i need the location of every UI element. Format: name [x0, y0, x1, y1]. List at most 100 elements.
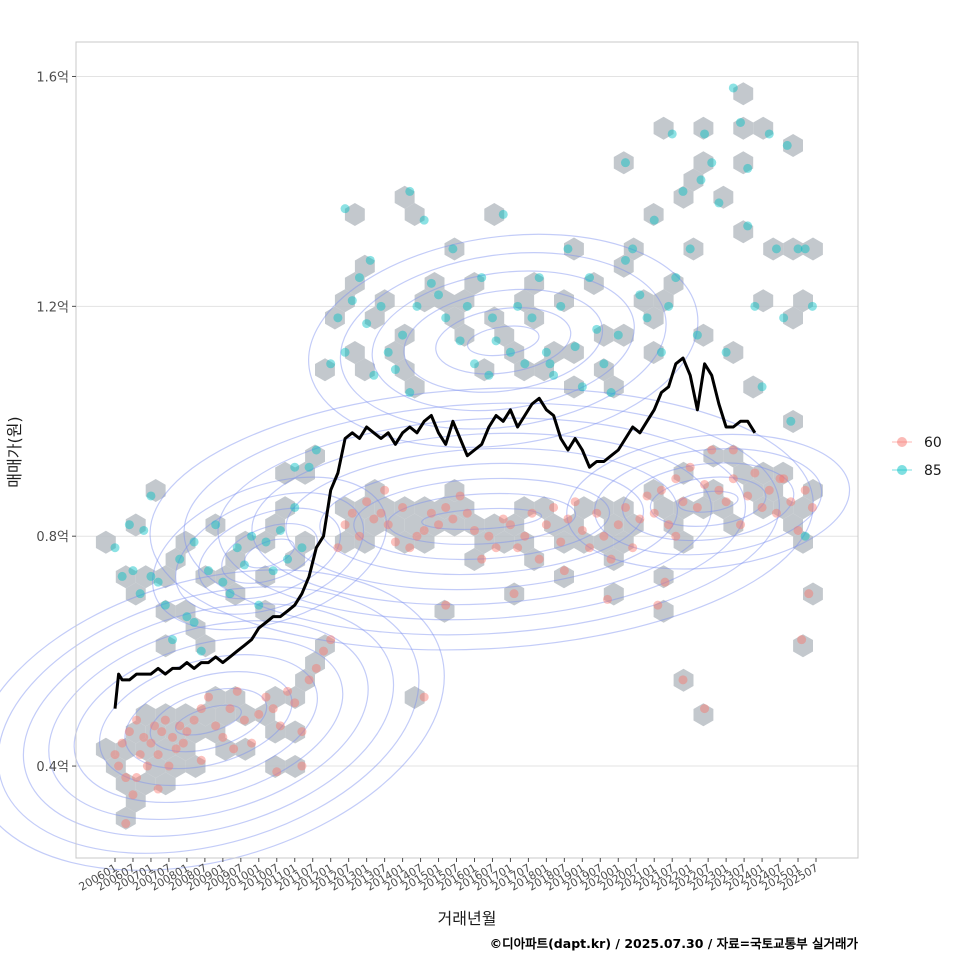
hexbin-cell [663, 272, 684, 295]
point-60 [728, 474, 738, 484]
hexbin-cell [803, 479, 823, 502]
point-85 [124, 520, 134, 530]
points-series-60 [110, 445, 817, 829]
point-60 [606, 554, 616, 564]
point-85 [700, 129, 710, 139]
point-60 [664, 520, 674, 530]
hexbin-cell [783, 513, 803, 537]
point-85 [419, 215, 429, 225]
point-60 [239, 715, 249, 725]
point-85 [477, 273, 487, 283]
point-85 [196, 646, 206, 656]
hexbin-cell [554, 289, 574, 313]
density-contour [175, 704, 242, 736]
legend-entry-85: 85 [892, 463, 942, 479]
hexbin-cell [554, 565, 574, 589]
point-85 [736, 117, 746, 127]
hexbin-cell [564, 375, 584, 399]
hexbin-cell [175, 737, 196, 761]
hexbin-cell [215, 737, 236, 761]
point-85 [326, 359, 336, 369]
point-60 [354, 531, 364, 541]
density-contour [0, 586, 420, 854]
hexbin-cell [394, 185, 415, 209]
point-85 [383, 347, 393, 357]
point-85 [800, 244, 810, 254]
hexbin-cell [394, 323, 415, 347]
hexbin-cell [155, 737, 176, 761]
point-60 [142, 761, 152, 771]
hexbin-cell [95, 530, 116, 554]
hexbin-cell [753, 289, 774, 313]
point-85 [376, 301, 386, 311]
hexbin-cell [484, 513, 505, 537]
point-60 [150, 721, 160, 731]
point-85 [117, 571, 127, 581]
point-85 [175, 554, 185, 564]
hexbin-cell [524, 272, 545, 295]
point-85 [369, 370, 379, 380]
hexbin-cell [743, 479, 764, 502]
point-85 [311, 445, 321, 455]
hexbin-cell [305, 651, 325, 675]
point-60 [491, 543, 501, 553]
point-85 [513, 301, 523, 311]
hexbin-cell [354, 530, 375, 554]
x-axis: 2006012006072007012007072008012008072009… [77, 858, 821, 894]
hexbin-cell [564, 341, 584, 364]
point-85 [189, 617, 199, 627]
point-85 [620, 255, 630, 265]
hexbin-cell [275, 461, 296, 485]
hexbin-cell [115, 737, 136, 761]
point-60 [736, 520, 746, 530]
hexbin-cell [534, 358, 554, 382]
hexbin-cell [653, 496, 674, 520]
point-85 [487, 313, 497, 323]
hexbin-cell [623, 513, 644, 537]
hexbin-cell [524, 306, 545, 330]
hexbin-cell [195, 634, 216, 658]
hexbin-cell [534, 496, 554, 520]
hexbin-cell [753, 116, 774, 140]
hexbin-cell [265, 686, 286, 709]
hexbin-cell [613, 530, 634, 554]
hexbin-cell [354, 254, 375, 278]
hexbin-cell [175, 703, 196, 727]
point-60 [678, 675, 688, 685]
hexbin-cell [344, 272, 365, 295]
hexbin-cell [275, 496, 296, 520]
hexbin-cell [793, 496, 813, 520]
hexbin-cell [564, 513, 584, 537]
density-contour [0, 569, 445, 871]
point-85 [168, 635, 178, 645]
hexbin-cell [524, 548, 545, 571]
point-60 [164, 761, 174, 771]
point-85 [110, 543, 120, 553]
density-contour [421, 507, 543, 531]
hexbin-cell [444, 513, 465, 537]
point-60 [807, 502, 817, 512]
point-85 [354, 273, 364, 283]
hexbin-cell [793, 289, 813, 313]
hexbin-cell [95, 737, 116, 761]
point-60 [254, 709, 264, 719]
point-60 [132, 715, 142, 725]
hexbin-cell [444, 306, 465, 330]
hexbin-cell [603, 548, 624, 571]
hexbin-cell [663, 513, 684, 537]
point-85 [520, 359, 530, 369]
hexbin-cell [155, 772, 176, 796]
point-85 [160, 600, 170, 610]
point-85 [340, 204, 350, 214]
hexbin-cell [155, 703, 176, 727]
point-60 [700, 704, 710, 714]
density-contours [0, 233, 851, 871]
hexbin-cell [514, 358, 535, 382]
point-60 [484, 531, 494, 541]
point-60 [272, 767, 282, 777]
hexbin-cell [205, 720, 226, 744]
hexbin-cell [434, 599, 455, 623]
point-60 [498, 514, 508, 524]
point-60 [225, 704, 235, 714]
point-85 [304, 462, 314, 472]
